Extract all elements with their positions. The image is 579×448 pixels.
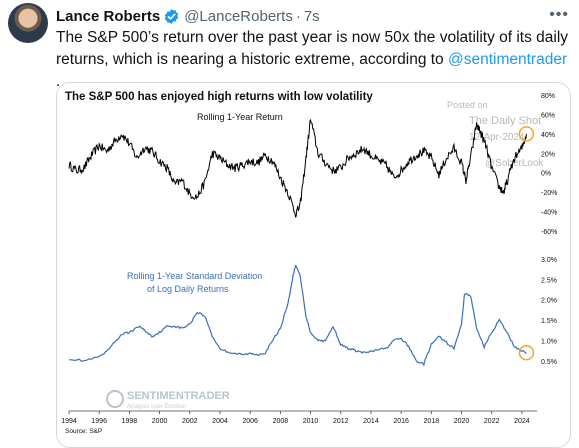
chart-title: The S&P 500 has enjoyed high returns wit… bbox=[65, 91, 373, 103]
x-tick-label: 2004 bbox=[212, 418, 228, 425]
post-time[interactable]: 7s bbox=[303, 7, 320, 25]
x-tick-label: 1998 bbox=[122, 418, 138, 425]
volatility-series-line bbox=[69, 264, 527, 367]
bottom-y-tick-label: 3.0% bbox=[541, 257, 557, 264]
tweet-text-end: . bbox=[56, 73, 61, 90]
return-series-line bbox=[68, 119, 527, 218]
x-tick-label: 2014 bbox=[363, 418, 379, 425]
top-y-tick-label: -20% bbox=[541, 190, 557, 197]
top-y-tick-label: 80% bbox=[541, 93, 555, 100]
x-tick-label: 2024 bbox=[514, 418, 530, 425]
x-tick-label: 2022 bbox=[484, 418, 500, 425]
x-tick-label: 2008 bbox=[273, 418, 289, 425]
bottom-y-tick-label: 2.0% bbox=[541, 298, 557, 305]
x-tick-label: 2000 bbox=[152, 418, 168, 425]
separator-dot: · bbox=[295, 7, 301, 25]
chart-source: Source: S&P bbox=[65, 428, 102, 435]
top-chart-subtitle: Rolling 1-Year Return bbox=[197, 112, 283, 122]
brand-tagline: Analysis over Emotion bbox=[127, 404, 186, 410]
x-tick-label: 2012 bbox=[333, 418, 349, 425]
avatar[interactable] bbox=[8, 3, 48, 43]
x-tick-label: 1996 bbox=[91, 418, 107, 425]
bottom-y-tick-label: 1.5% bbox=[541, 318, 557, 325]
x-tick-label: 2010 bbox=[303, 418, 319, 425]
author-name[interactable]: Lance Roberts bbox=[56, 7, 161, 25]
sentimentrader-logo: SENTIMENTRADER Analysis over Emotion bbox=[106, 390, 230, 410]
watermark-line-2: The Daily Shot bbox=[469, 115, 541, 127]
bottom-chart-label-line-1: Rolling 1-Year Standard Deviation bbox=[127, 271, 262, 281]
x-tick-label: 2018 bbox=[424, 418, 440, 425]
tweet-text: The S&P 500’s return over the past year … bbox=[56, 27, 571, 93]
watermark-line-1: Posted on bbox=[447, 100, 488, 110]
x-tick-label: 2016 bbox=[393, 418, 409, 425]
mention-link[interactable]: @sentimentrader bbox=[447, 51, 568, 68]
top-y-tick-label: -60% bbox=[541, 229, 557, 236]
x-tick-label: 1994 bbox=[61, 418, 77, 425]
watermark-line-3: 12-Apr-2024 bbox=[469, 132, 525, 143]
bottom-y-tick-label: 0.5% bbox=[541, 359, 557, 366]
volatility-highlight-marker bbox=[518, 344, 535, 361]
bottom-y-tick-label: 1.0% bbox=[541, 338, 557, 345]
verified-badge-icon bbox=[164, 8, 179, 24]
return-highlight-marker bbox=[518, 126, 535, 142]
x-tick-label: 2002 bbox=[182, 418, 198, 425]
top-y-tick-label: -40% bbox=[541, 210, 557, 217]
chart-svg: The S&P 500 has enjoyed high returns wit… bbox=[57, 83, 570, 447]
bottom-y-tick-label: 2.5% bbox=[541, 277, 557, 284]
watermark: Posted on The Daily Shot 12-Apr-2024 @So… bbox=[447, 100, 545, 169]
author-handle[interactable]: @LanceRoberts bbox=[184, 7, 293, 25]
bottom-chart-label-line-2: of Log Daily Returns bbox=[147, 284, 229, 294]
tweet-text-body: The S&P 500’s return over the past year … bbox=[56, 29, 569, 68]
tweet-header: Lance Roberts @LanceRoberts · 7s bbox=[56, 6, 569, 26]
chart-image-card[interactable]: The S&P 500 has enjoyed high returns wit… bbox=[56, 82, 571, 448]
x-tick-label: 2006 bbox=[242, 418, 258, 425]
top-y-tick-label: 20% bbox=[541, 151, 555, 158]
top-y-tick-label: 0% bbox=[541, 171, 551, 178]
x-tick-label: 2020 bbox=[454, 418, 470, 425]
brand-name: SENTIMENTRADER bbox=[127, 390, 230, 402]
ellipsis-icon[interactable]: ••• bbox=[549, 6, 569, 23]
watermark-line-4: @SoberLook bbox=[485, 158, 545, 169]
top-y-tick-label: 60% bbox=[541, 112, 555, 119]
top-y-tick-label: 40% bbox=[541, 132, 555, 139]
